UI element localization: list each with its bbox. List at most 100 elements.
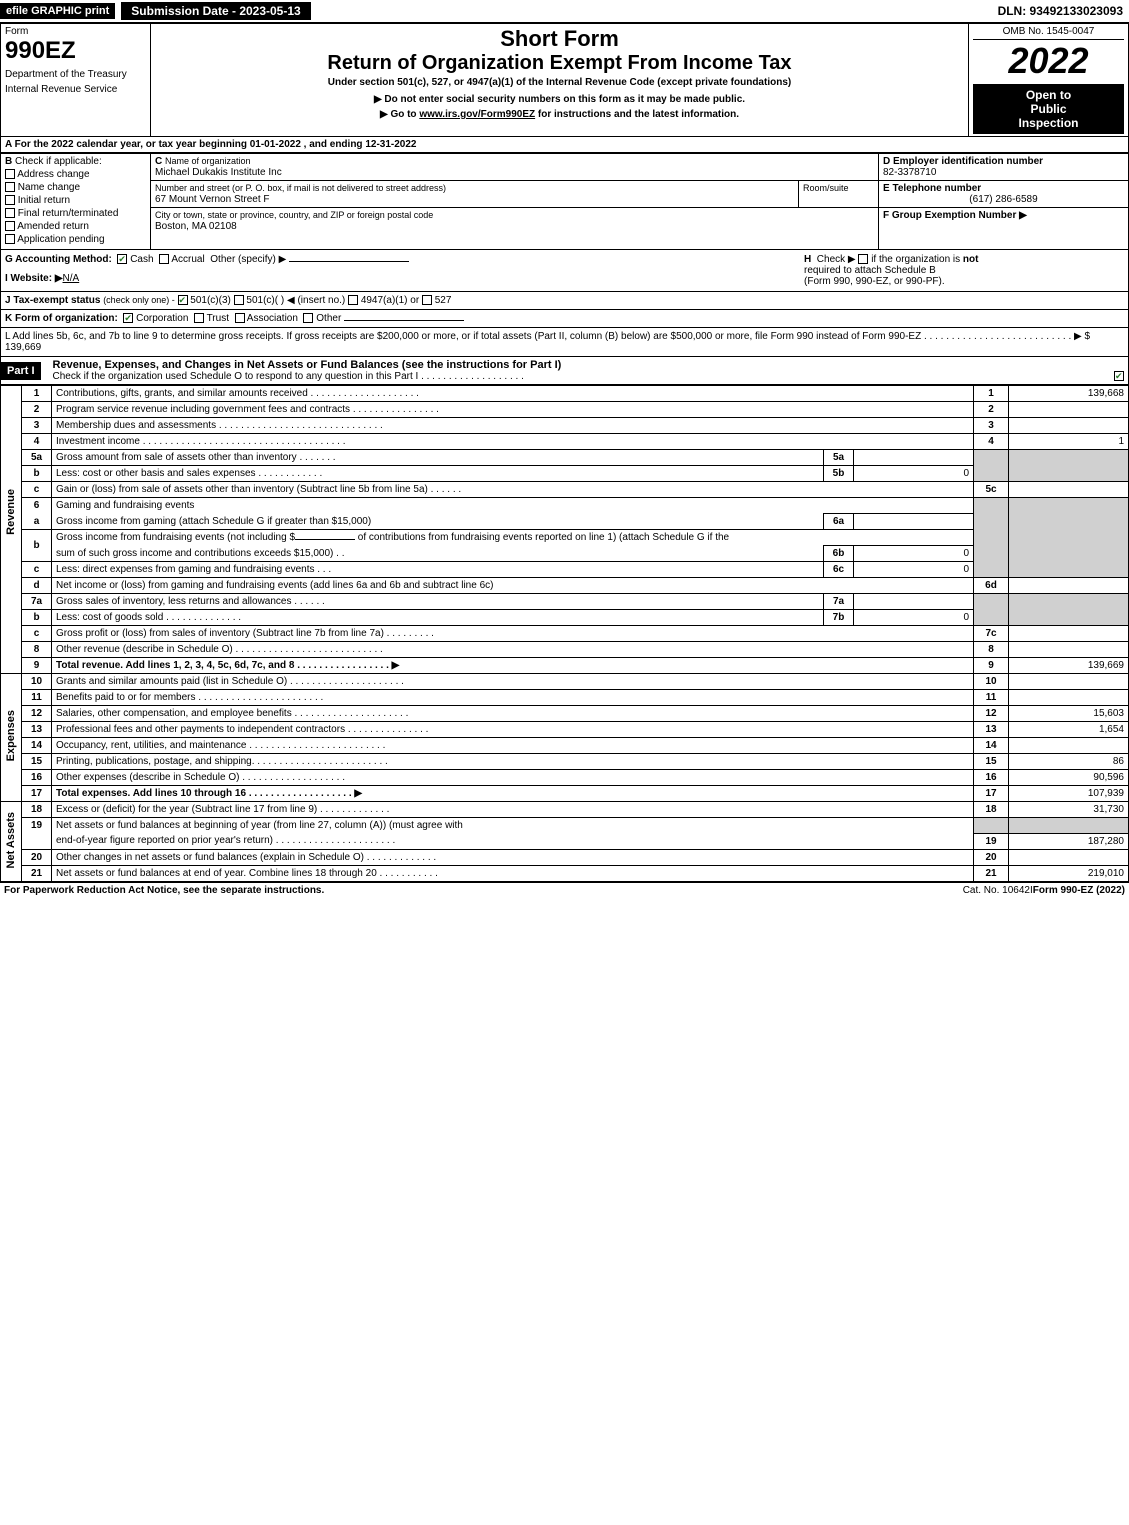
checkbox-4947-icon[interactable] xyxy=(348,295,358,305)
k-trust: Trust xyxy=(207,313,229,324)
l-value: 139,669 xyxy=(5,342,41,353)
grey-cell xyxy=(974,466,1009,482)
line-num: 17 xyxy=(974,786,1009,802)
k-corp: Corporation xyxy=(136,313,188,324)
part-1-title: Revenue, Expenses, and Changes in Net As… xyxy=(53,359,1124,371)
line-desc: Total expenses. Add lines 10 through 16 … xyxy=(52,786,974,802)
line-num: 8 xyxy=(974,642,1009,658)
checkbox-schedule-o-icon[interactable] xyxy=(1114,371,1124,381)
line-desc: Less: cost or other basis and sales expe… xyxy=(52,466,824,482)
line-desc: sum of such gross income and contributio… xyxy=(52,546,824,562)
line-desc: Less: direct expenses from gaming and fu… xyxy=(52,562,824,578)
checkbox-527-icon[interactable] xyxy=(422,295,432,305)
line-val: 219,010 xyxy=(1009,865,1129,881)
line-desc: Membership dues and assessments . . . . … xyxy=(52,418,974,434)
j-opt4: 527 xyxy=(435,295,452,306)
footer: For Paperwork Reduction Act Notice, see … xyxy=(0,882,1129,898)
l-text: L Add lines 5b, 6c, and 7b to line 9 to … xyxy=(5,331,1090,342)
checkbox-icon[interactable] xyxy=(5,182,15,192)
line-desc: Other revenue (describe in Schedule O) .… xyxy=(52,642,974,658)
checkbox-h-icon[interactable] xyxy=(858,254,868,264)
accrual-label: Accrual xyxy=(171,254,204,265)
k-label: K Form of organization: xyxy=(5,313,118,324)
sub-no: 5a xyxy=(824,450,854,466)
line-val xyxy=(1009,674,1129,690)
checkbox-icon[interactable] xyxy=(5,221,15,231)
grey-cell xyxy=(1009,514,1129,530)
check-initial-return: Initial return xyxy=(5,195,146,206)
grey-cell xyxy=(974,610,1009,626)
dept-irs: Internal Revenue Service xyxy=(5,84,146,95)
line-num: 6d xyxy=(974,578,1009,594)
check-if-applicable: Check if applicable: xyxy=(15,156,102,167)
line-desc: Excess or (deficit) for the year (Subtra… xyxy=(52,802,974,818)
line-desc: Net assets or fund balances at beginning… xyxy=(52,818,974,834)
top-bar: efile GRAPHIC print Submission Date - 20… xyxy=(0,0,1129,23)
footer-right: Form 990-EZ (2022) xyxy=(1033,885,1125,896)
line-no: 17 xyxy=(22,786,52,802)
line-desc: Contributions, gifts, grants, and simila… xyxy=(52,386,974,402)
omb-number: OMB No. 1545-0047 xyxy=(973,26,1124,40)
j-opt2: 501(c)( ) ◀ (insert no.) xyxy=(246,295,345,306)
line-no: 20 xyxy=(22,849,52,865)
checkbox-icon[interactable] xyxy=(5,234,15,244)
efile-label[interactable]: efile GRAPHIC print xyxy=(0,3,115,19)
line-no: d xyxy=(22,578,52,594)
info-table: B Check if applicable: Address change Na… xyxy=(0,153,1129,250)
line-val xyxy=(1009,738,1129,754)
line-desc: Program service revenue including govern… xyxy=(52,402,974,418)
j-label: J Tax-exempt status xyxy=(5,295,100,306)
checkbox-other-icon[interactable] xyxy=(303,313,313,323)
line-val xyxy=(1009,482,1129,498)
line-val: 15,603 xyxy=(1009,706,1129,722)
grey-cell xyxy=(1009,818,1129,834)
part-1-label: Part I xyxy=(1,362,41,380)
line-no: 12 xyxy=(22,706,52,722)
line-num: 18 xyxy=(974,802,1009,818)
checkbox-icon[interactable] xyxy=(5,208,15,218)
h-text2: if the organization is xyxy=(871,254,960,265)
grey-cell xyxy=(1009,594,1129,610)
goto-link[interactable]: www.irs.gov/Form990EZ xyxy=(419,109,535,120)
check-name-change: Name change xyxy=(5,182,146,193)
line-desc: end-of-year figure reported on prior yea… xyxy=(52,833,974,849)
org-name: Michael Dukakis Institute Inc xyxy=(155,167,282,178)
other-specify-field[interactable] xyxy=(289,261,409,262)
checkbox-icon[interactable] xyxy=(5,195,15,205)
checkbox-501c3-icon[interactable] xyxy=(178,295,188,305)
line-no: 1 xyxy=(22,386,52,402)
goto-post: for instructions and the latest informat… xyxy=(535,109,739,120)
line-no: 6 xyxy=(22,498,52,514)
checkbox-icon[interactable] xyxy=(5,169,15,179)
line-desc: Investment income . . . . . . . . . . . … xyxy=(52,434,974,450)
grey-cell xyxy=(974,450,1009,466)
line-no: c xyxy=(22,482,52,498)
checkbox-accrual-icon[interactable] xyxy=(159,254,169,264)
line-val xyxy=(1009,690,1129,706)
h-label: H xyxy=(804,254,811,265)
k-other-field[interactable] xyxy=(344,320,464,321)
fundraising-amount-field[interactable] xyxy=(295,539,355,540)
line-no: 3 xyxy=(22,418,52,434)
checkbox-501c-icon[interactable] xyxy=(234,295,244,305)
checkbox-corp-icon[interactable] xyxy=(123,313,133,323)
grey-cell xyxy=(974,562,1009,578)
under-section: Under section 501(c), 527, or 4947(a)(1)… xyxy=(155,77,964,88)
line-no: 11 xyxy=(22,690,52,706)
grey-cell xyxy=(974,546,1009,562)
j-sub: (check only one) - xyxy=(103,295,175,305)
open-line2: Public xyxy=(977,102,1120,116)
section-a-text: A For the 2022 calendar year, or tax yea… xyxy=(5,139,416,150)
line-no: b xyxy=(22,610,52,626)
line-val xyxy=(1009,402,1129,418)
form-label: Form xyxy=(5,26,146,37)
line-desc: Net assets or fund balances at end of ye… xyxy=(52,865,974,881)
line-desc: Benefits paid to or for members . . . . … xyxy=(52,690,974,706)
line-desc: Gross sales of inventory, less returns a… xyxy=(52,594,824,610)
j-opt1: 501(c)(3) xyxy=(190,295,231,306)
checkbox-trust-icon[interactable] xyxy=(194,313,204,323)
checkbox-assoc-icon[interactable] xyxy=(235,313,245,323)
line-desc: Gross amount from sale of assets other t… xyxy=(52,450,824,466)
form-header: Form 990EZ Department of the Treasury In… xyxy=(0,23,1129,137)
checkbox-cash-icon[interactable] xyxy=(117,254,127,264)
